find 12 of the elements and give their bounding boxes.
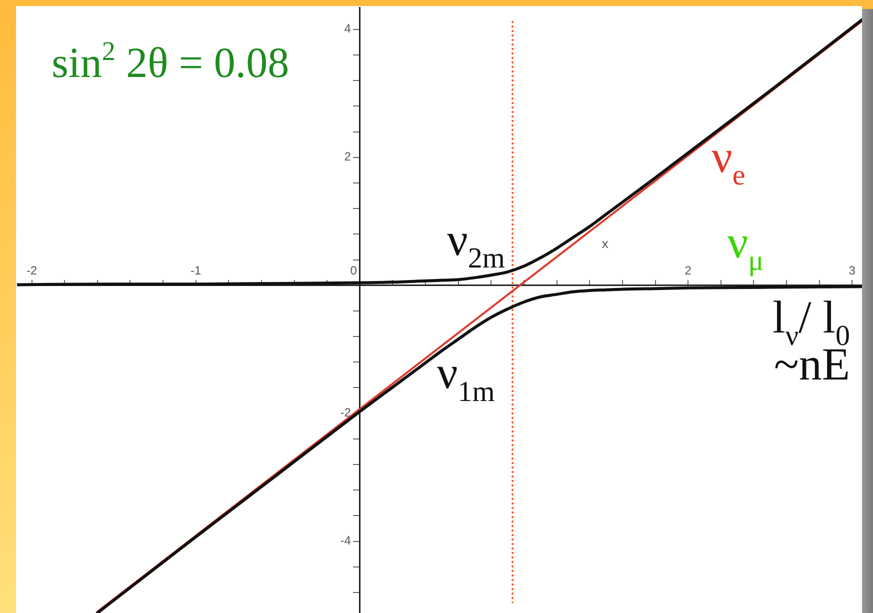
- x-tick-label: -1: [190, 264, 202, 278]
- y-tick-label: -4: [340, 534, 352, 548]
- x-tick-label: 0: [350, 264, 358, 278]
- x-tick-label: -2: [26, 264, 38, 278]
- y-tick-label: 2: [344, 150, 352, 164]
- y-tick-label: -2: [340, 406, 352, 420]
- annotation: x: [602, 236, 609, 252]
- line-series: [96, 285, 862, 613]
- y-tick-label: 4: [344, 22, 352, 36]
- line-series: [17, 18, 862, 286]
- x-tick-label: 3: [848, 264, 856, 278]
- x-tick-label: 2: [684, 264, 692, 278]
